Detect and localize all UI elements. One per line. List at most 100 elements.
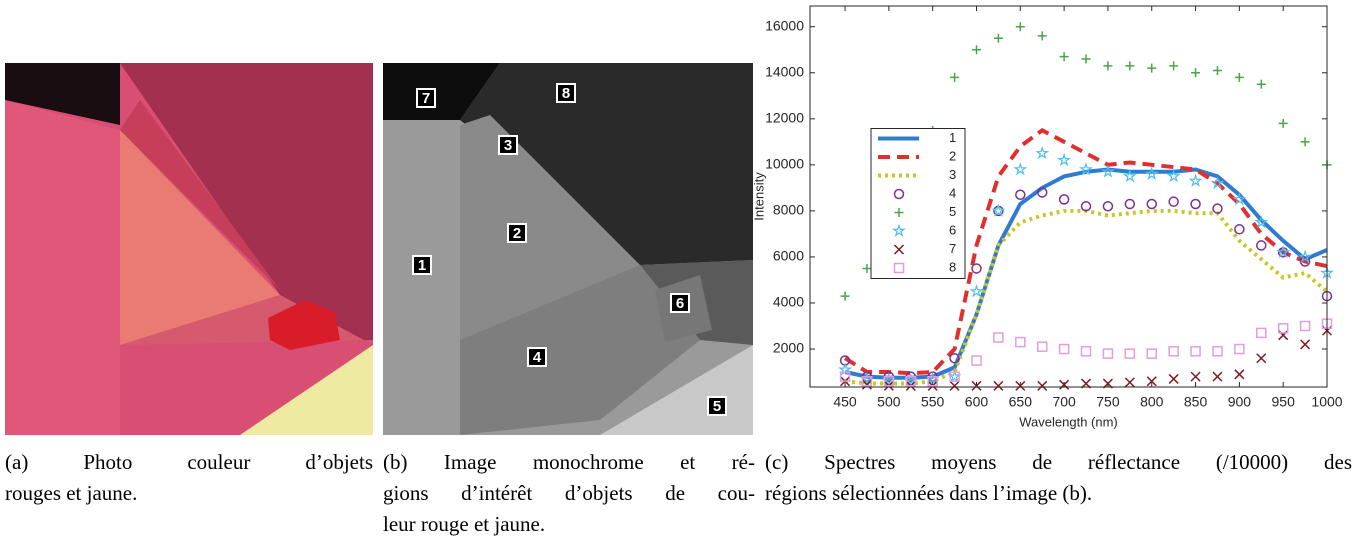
marker [1103,61,1113,71]
marker [1212,65,1222,75]
marker [1102,201,1114,212]
marker [1234,369,1245,380]
region-box [527,347,547,367]
marker [1059,52,1069,62]
marker [927,375,938,387]
marker [1036,341,1048,352]
x-tick-label: 1000 [1311,394,1342,410]
legend-label: 4 [949,185,956,200]
marker [861,375,873,387]
marker [861,379,872,390]
series-line [844,127,1328,376]
marker [1168,373,1179,384]
region-label: 8 [562,85,570,102]
marker [1168,196,1179,207]
marker [1146,348,1157,359]
marker [1080,201,1092,212]
marker [971,45,981,55]
marker [1147,63,1157,73]
legend-label: 6 [949,222,956,237]
y-tick-label: 8000 [773,202,804,218]
y-tick-label: 12000 [765,110,804,126]
region-box [670,293,690,313]
marker [1081,54,1091,64]
photo-a [5,63,373,435]
marker [949,352,960,364]
y-tick-label: 2000 [773,340,804,356]
marker [1037,31,1047,41]
marker [1035,145,1050,160]
marker [1278,118,1288,128]
marker [1057,152,1072,167]
marker [971,355,982,366]
region-box [412,255,432,275]
marker [1058,343,1070,355]
marker [1299,320,1311,332]
region-box [416,88,436,108]
caption-c: (c) Spectres moyens de réflectance (/100… [765,447,1352,509]
marker [1015,380,1026,391]
caption-line: (c) Spectres moyens de réflectance (/100… [765,450,1352,474]
marker [1256,353,1267,364]
legend-box [870,128,966,279]
marker [1169,61,1179,71]
marker [1013,162,1028,176]
marker [1276,244,1291,259]
marker [1210,175,1225,190]
x-axis-label: Wavelength (nm) [1019,414,1118,429]
marker [993,380,1004,391]
x-tick-label: 550 [921,394,945,410]
y-tick-label: 14000 [765,63,804,79]
marker [1102,348,1114,359]
marker [893,262,905,274]
region-box [498,135,518,155]
marker [1299,256,1311,267]
region-label: 5 [713,398,721,415]
marker [1256,327,1267,339]
marker [894,208,904,217]
marker [1036,187,1048,198]
marker [1234,224,1245,235]
marker [971,380,982,391]
marker [1080,346,1092,357]
legend-label: 3 [949,167,956,182]
caption-b: (b) Image monochrome et ré-gions d’intér… [383,447,755,540]
marker [1100,164,1115,178]
marker [1256,79,1266,89]
marker [993,33,1003,43]
caption-line: leur rouge et jaune. [383,512,546,536]
marker [1234,343,1245,355]
marker [1079,162,1094,176]
x-tick-label: 900 [1228,394,1252,410]
x-tick-label: 450 [833,394,857,410]
region-label: 3 [504,137,512,154]
marker [1125,61,1135,71]
figure: 7 8 3 2 1 6 4 5 2000 4000 6000 8000 10000 12000 14000 1… [5,5,1343,435]
marker [893,244,905,255]
y-tick-label: 4000 [773,294,804,310]
marker [1124,377,1135,388]
marker [1146,376,1157,387]
region-label: 6 [676,295,684,312]
marker [949,371,960,382]
marker [1015,189,1026,201]
marker [1212,346,1223,357]
image-b [383,63,753,435]
marker [1212,203,1223,214]
marker [993,332,1004,343]
marker [891,223,907,238]
x-tick-label: 750 [1096,394,1120,410]
x-tick-label: 500 [877,394,901,410]
marker [1124,198,1136,210]
marker [1037,380,1048,391]
marker [1144,166,1159,181]
marker [991,203,1006,217]
marker [1300,137,1310,147]
marker [839,371,851,382]
region-box [556,83,576,103]
marker [1191,68,1201,78]
marker [1015,22,1025,32]
marker [1058,194,1070,205]
caption-a: (a) Photo couleur d’objets rouges et jaun… [5,447,373,509]
